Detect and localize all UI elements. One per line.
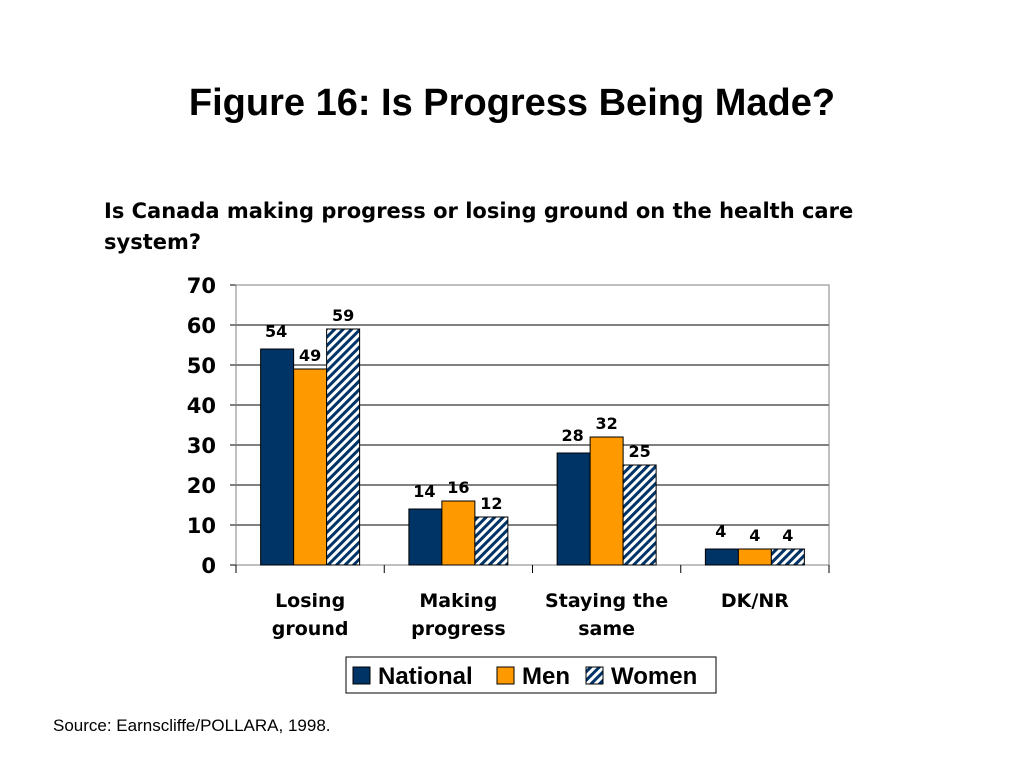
y-tick-label: 20 — [187, 474, 216, 498]
x-category-label-line: ground — [272, 618, 349, 640]
y-tick-label: 30 — [187, 434, 216, 458]
data-label: 54 — [265, 322, 287, 341]
bar-national — [260, 348, 295, 566]
chart-question: Is Canada making progress or losing grou… — [104, 199, 854, 254]
slide-title: Figure 16: Is Progress Being Made? — [188, 82, 836, 124]
data-label: 32 — [595, 414, 617, 433]
x-category-label: Staying the same — [545, 590, 668, 640]
y-tick-label: 0 — [201, 554, 216, 578]
source-note: Source: Earnscliffe/POLLARA, 1998. — [53, 716, 331, 735]
legend-swatch-national — [352, 666, 371, 685]
bar-women — [474, 516, 509, 566]
legend-label: Men — [522, 663, 570, 690]
legend: National Men Women — [345, 656, 717, 694]
bar-national — [408, 508, 443, 566]
data-label: 28 — [561, 426, 583, 445]
y-tick-label: 70 — [187, 274, 216, 298]
bar-national — [556, 452, 591, 566]
y-tick-label: 40 — [187, 394, 216, 418]
legend-swatch-men — [496, 666, 515, 685]
data-label: 16 — [447, 478, 469, 497]
y-tick-label: 50 — [187, 354, 216, 378]
data-label: 14 — [413, 482, 435, 501]
x-category-label-line: Making — [419, 590, 497, 612]
bar-national — [704, 548, 739, 566]
x-category-label-line: progress — [411, 618, 506, 640]
bar-men — [441, 500, 476, 566]
bar-women — [770, 548, 805, 566]
data-label: 4 — [782, 526, 793, 545]
y-tick-label: 60 — [187, 314, 216, 338]
legend-label: Women — [611, 663, 697, 690]
x-category-label-line: Staying the — [545, 590, 668, 612]
data-label: 4 — [715, 522, 726, 541]
x-category-label-line: same — [578, 618, 635, 640]
bar-women — [326, 328, 361, 566]
data-label: 25 — [628, 442, 650, 461]
legend-swatch-women — [585, 666, 604, 685]
legend-label: National — [378, 663, 473, 690]
y-tick-label: 10 — [187, 514, 216, 538]
x-category-label: Making progress — [411, 590, 506, 640]
data-label: 49 — [299, 346, 321, 365]
x-category-label: Losing ground — [272, 590, 349, 640]
bar-women — [622, 464, 657, 566]
bar-men — [737, 548, 772, 566]
data-label: 4 — [749, 526, 760, 545]
bar-men — [589, 436, 624, 566]
data-label: 12 — [480, 494, 502, 513]
data-label: 59 — [332, 306, 354, 325]
x-category-label-line: Losing — [275, 590, 345, 612]
x-category-label: DK/NR — [721, 590, 789, 612]
x-category-label-line: DK/NR — [721, 590, 789, 612]
bar-men — [293, 368, 328, 566]
legend-box — [345, 656, 717, 694]
plot-area: 0 10 20 30 40 50 60 70 54 49 59 Losing ground 14 16 12 M… — [187, 274, 830, 640]
